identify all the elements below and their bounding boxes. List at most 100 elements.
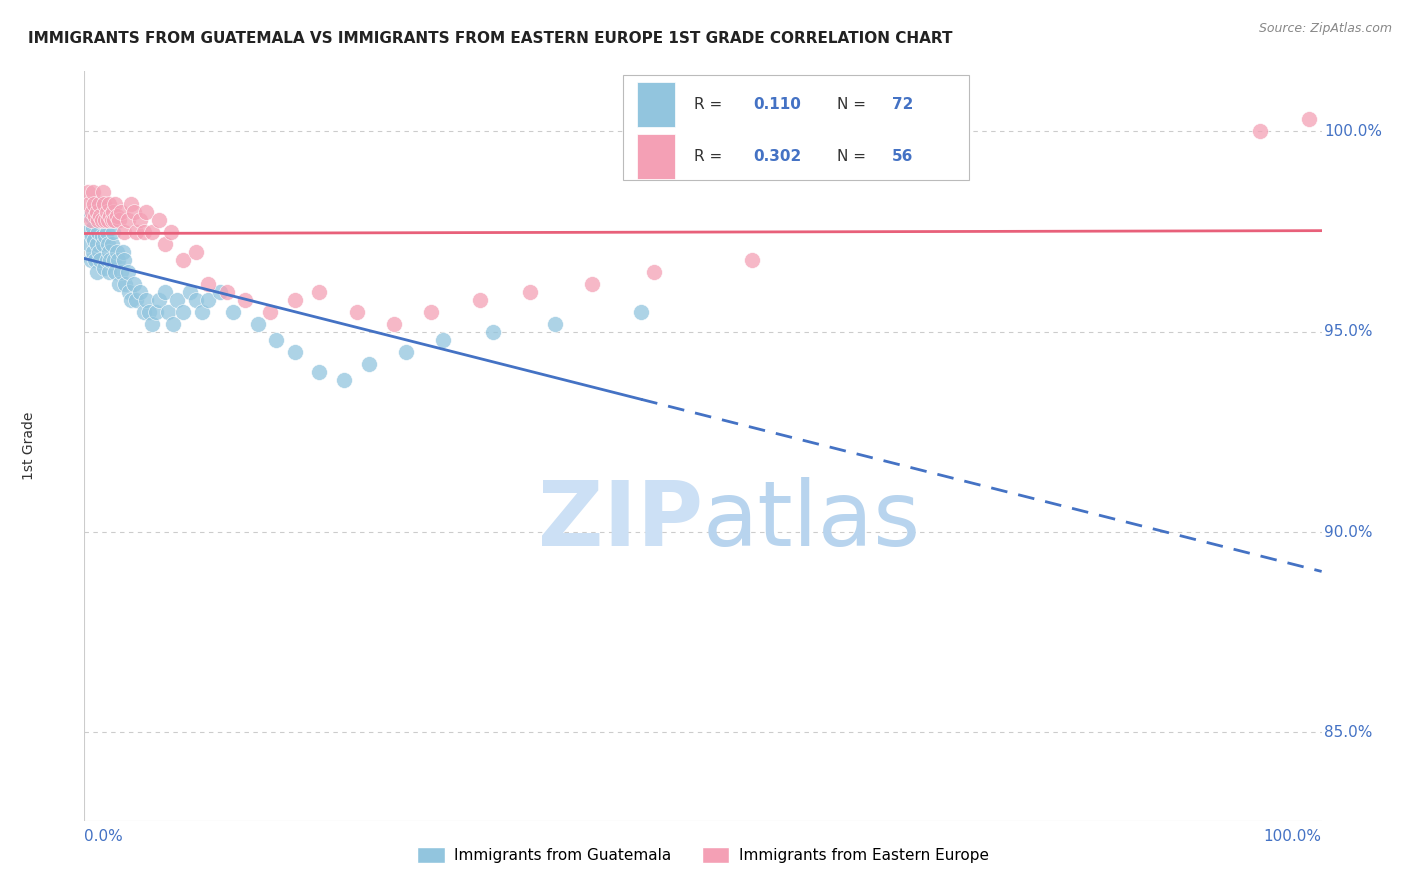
Point [98, 196, 121, 211]
Point [120, 293, 142, 307]
Point [382, 317, 405, 331]
Point [82, 244, 104, 259]
Point [132, 225, 155, 239]
Point [432, 333, 454, 347]
Point [103, 252, 125, 267]
Point [97, 212, 120, 227]
Point [86, 236, 108, 251]
Point [215, 285, 238, 299]
Legend: Immigrants from Guatemala, Immigrants from Eastern Europe: Immigrants from Guatemala, Immigrants fr… [412, 841, 994, 869]
Point [153, 285, 176, 299]
Point [122, 277, 145, 291]
Text: 0.302: 0.302 [754, 150, 801, 164]
Point [395, 344, 418, 359]
Point [96, 204, 118, 219]
Point [138, 305, 160, 319]
Point [111, 244, 134, 259]
Point [93, 260, 115, 275]
Text: 85.0%: 85.0% [1324, 725, 1372, 740]
Point [1249, 124, 1271, 138]
Text: Source: ZipAtlas.com: Source: ZipAtlas.com [1258, 22, 1392, 36]
FancyBboxPatch shape [623, 75, 969, 180]
Point [184, 244, 207, 259]
Point [89, 196, 111, 211]
Point [96, 225, 118, 239]
Point [308, 285, 330, 299]
Point [114, 277, 136, 291]
Text: 95.0%: 95.0% [1324, 325, 1372, 339]
Point [117, 212, 139, 227]
Text: 56: 56 [893, 150, 914, 164]
Point [157, 305, 180, 319]
Point [179, 285, 201, 299]
Point [112, 225, 135, 239]
Point [284, 293, 307, 307]
Point [264, 333, 287, 347]
Point [79, 252, 101, 267]
Point [172, 252, 194, 267]
Point [104, 265, 127, 279]
Point [191, 305, 214, 319]
Point [82, 220, 104, 235]
Point [89, 209, 111, 223]
Point [470, 293, 492, 307]
Point [101, 225, 124, 239]
Point [80, 228, 103, 243]
Point [87, 225, 110, 239]
Point [125, 225, 148, 239]
Point [357, 357, 380, 371]
Point [97, 236, 120, 251]
Point [105, 209, 128, 223]
Point [108, 277, 131, 291]
Point [79, 236, 101, 251]
Point [98, 265, 121, 279]
Point [172, 305, 194, 319]
Text: 1st Grade: 1st Grade [21, 412, 35, 480]
Point [108, 212, 131, 227]
Text: 90.0%: 90.0% [1324, 524, 1372, 540]
Text: N =: N = [837, 150, 870, 164]
Text: R =: R = [695, 97, 727, 112]
Point [581, 277, 603, 291]
Text: 0.110: 0.110 [754, 97, 801, 112]
Text: 100.0%: 100.0% [1324, 124, 1382, 139]
Point [166, 293, 188, 307]
Point [125, 293, 148, 307]
Point [107, 252, 129, 267]
Point [132, 305, 155, 319]
Point [419, 305, 441, 319]
Point [135, 293, 157, 307]
Point [148, 293, 170, 307]
Point [110, 204, 132, 219]
FancyBboxPatch shape [637, 82, 675, 127]
Point [98, 252, 121, 267]
Point [145, 305, 167, 319]
Point [129, 212, 152, 227]
Point [104, 196, 127, 211]
Point [101, 204, 124, 219]
Point [90, 228, 112, 243]
Point [79, 196, 101, 211]
Point [98, 244, 121, 259]
Point [112, 252, 135, 267]
Point [96, 252, 118, 267]
Point [89, 252, 111, 267]
Text: 72: 72 [893, 97, 914, 112]
Point [77, 225, 100, 239]
Point [82, 185, 104, 199]
Point [135, 204, 157, 219]
Point [98, 209, 121, 223]
Point [91, 185, 114, 199]
Point [543, 317, 565, 331]
Point [197, 293, 219, 307]
Point [284, 344, 307, 359]
Point [91, 212, 114, 227]
Point [79, 212, 101, 227]
Point [209, 285, 232, 299]
Point [184, 293, 207, 307]
Point [79, 209, 101, 223]
Point [141, 317, 163, 331]
Point [120, 196, 142, 211]
Point [80, 204, 103, 219]
Text: IMMIGRANTS FROM GUATEMALA VS IMMIGRANTS FROM EASTERN EUROPE 1ST GRADE CORRELATIO: IMMIGRANTS FROM GUATEMALA VS IMMIGRANTS … [28, 31, 953, 46]
